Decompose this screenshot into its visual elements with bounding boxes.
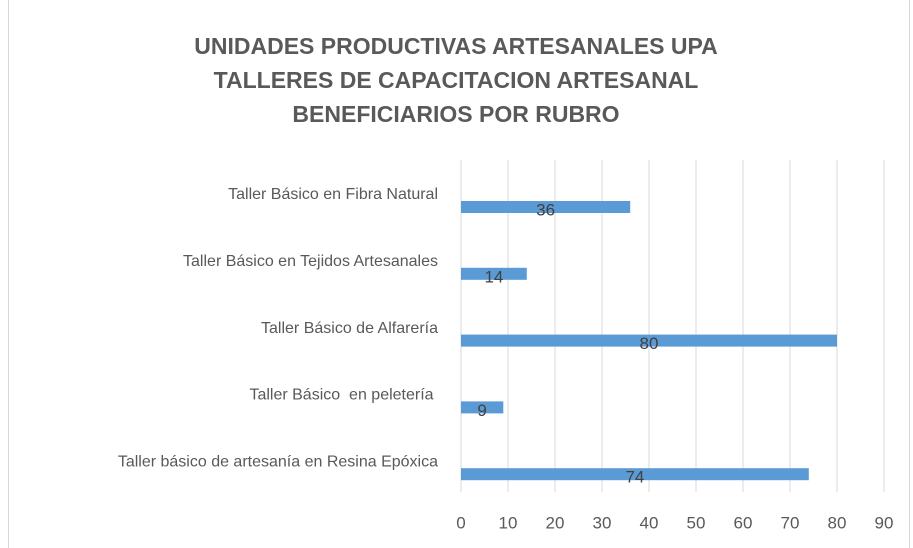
x-tick-label: 10: [499, 513, 518, 532]
y-tick-label: Taller Básico de Alfarería: [261, 320, 438, 337]
x-tick-label: 90: [875, 513, 894, 532]
chart-border: [8, 0, 910, 548]
x-tick-label: 20: [546, 513, 565, 532]
y-tick-label: Taller Básico en Tejidos Artesanales: [183, 253, 438, 270]
x-tick-label: 70: [781, 513, 800, 532]
y-tick-label: Taller Básico en peletería: [249, 387, 438, 404]
chart-title: TALLERES DE CAPACITACION ARTESANAL: [214, 67, 699, 93]
data-label: 36: [536, 200, 555, 219]
data-label: 14: [484, 267, 503, 286]
x-tick-label: 0: [456, 513, 465, 532]
bar: [461, 267, 527, 280]
bar: [461, 468, 809, 481]
chart-title: BENEFICIARIOS POR RUBRO: [292, 101, 619, 127]
x-tick-label: 30: [593, 513, 612, 532]
bar: [461, 201, 631, 213]
x-tick-label: 60: [734, 513, 753, 532]
y-tick-label: Taller Básico en Fibra Natural: [228, 186, 438, 203]
bar: [461, 401, 504, 414]
x-tick-label: 40: [640, 513, 659, 532]
y-tick-label: Taller básico de artesanía en Resina Epó…: [118, 453, 438, 470]
bar: [461, 334, 837, 347]
chart-title: UNIDADES PRODUCTIVAS ARTESANALES UPA: [194, 33, 718, 59]
x-tick-label: 80: [828, 513, 847, 532]
data-label: 80: [640, 334, 659, 353]
data-label: 74: [625, 468, 644, 487]
x-tick-label: 50: [687, 513, 706, 532]
data-label: 9: [477, 401, 486, 420]
